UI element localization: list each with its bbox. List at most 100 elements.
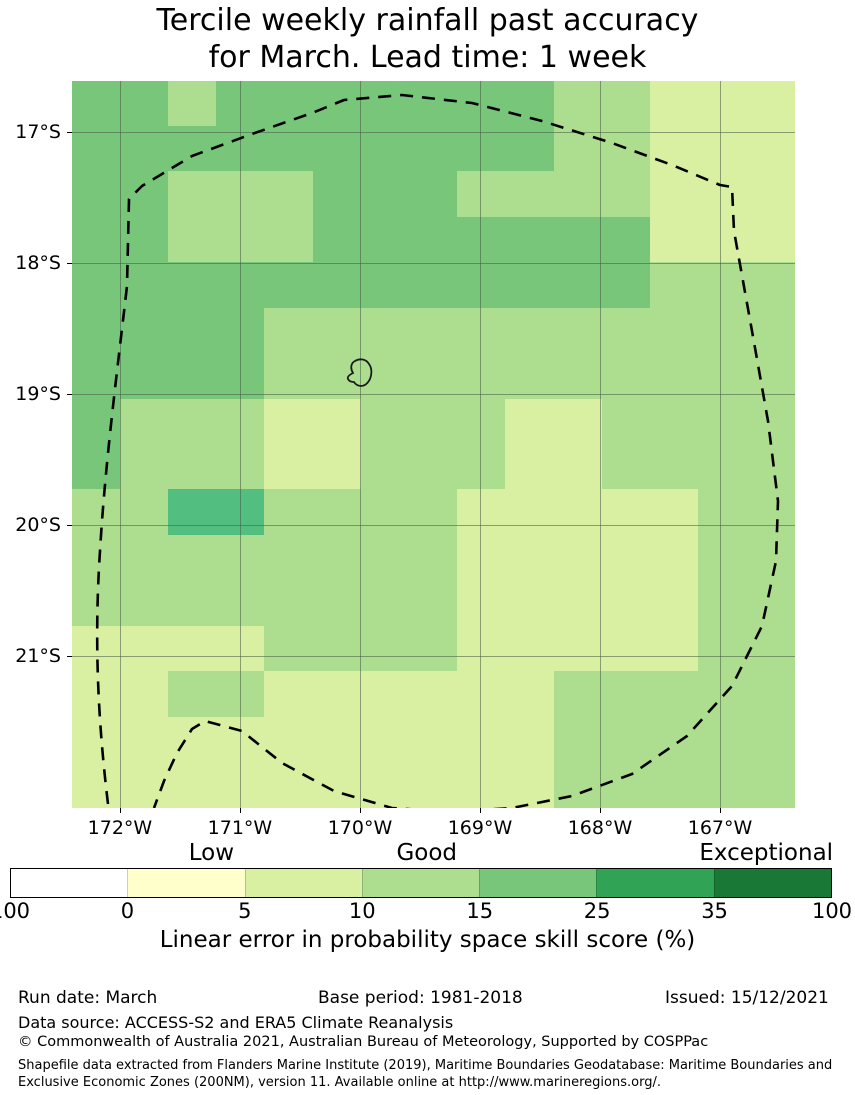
heatmap-cell — [264, 489, 314, 536]
heatmap-cell — [216, 534, 266, 582]
heatmap-cell — [216, 716, 266, 764]
heatmap-cell — [553, 307, 603, 355]
heatmap-cell — [601, 171, 651, 218]
heatmap-cell — [601, 81, 651, 127]
heatmap-cell — [553, 489, 603, 536]
heatmap-cell — [360, 216, 410, 264]
heatmap-cell — [216, 444, 266, 491]
heatmap-cell — [553, 534, 603, 582]
footer-run-date: Run date: March — [18, 988, 158, 1008]
heatmap-cell — [457, 671, 507, 718]
heatmap-cell — [408, 81, 459, 127]
heatmap-cell — [360, 762, 410, 808]
heatmap-cell — [698, 716, 748, 764]
heatmap-cell — [408, 671, 459, 718]
heatmap-cell — [601, 489, 651, 536]
heatmap-cell — [312, 125, 362, 173]
heatmap-cell — [649, 489, 700, 536]
colorbar-segment[interactable] — [479, 869, 597, 897]
colorbar-segment[interactable] — [713, 869, 831, 897]
heatmap-cell — [553, 625, 603, 673]
heatmap-cell — [312, 262, 362, 309]
heatmap-cell — [119, 444, 169, 491]
heatmap-cell — [601, 716, 651, 764]
heatmap-cell — [746, 580, 795, 627]
heatmap-cell — [72, 762, 121, 808]
heatmap-cell — [167, 307, 218, 355]
heatmap-cell — [457, 81, 507, 127]
heatmap-cell — [601, 444, 651, 491]
heatmap-cell — [119, 171, 169, 218]
colorbar-category-label: Exceptional — [699, 840, 834, 866]
heatmap-cell — [408, 489, 459, 536]
heatmap-cell — [408, 353, 459, 400]
heatmap-cell — [698, 762, 748, 808]
heatmap-cell — [649, 671, 700, 718]
x-tickmark — [359, 808, 361, 813]
heatmap-cell — [360, 171, 410, 218]
colorbar-tick-label: 35 — [701, 899, 728, 923]
y-axis-tick-label: 18°S — [15, 251, 61, 274]
x-tickmark — [720, 808, 722, 813]
heatmap-cell — [649, 262, 700, 309]
heatmap-cell — [312, 171, 362, 218]
colorbar-segment[interactable] — [244, 869, 362, 897]
x-tickmark — [600, 808, 601, 813]
colorbar-segment[interactable] — [596, 869, 714, 897]
heatmap-cell — [167, 489, 218, 536]
heatmap-cell — [698, 398, 748, 445]
heatmap-cell — [408, 444, 459, 491]
heatmap-cell — [746, 398, 795, 445]
heatmap-cell — [264, 398, 314, 445]
heatmap-cell — [264, 716, 314, 764]
heatmap-cell — [601, 762, 651, 808]
heatmap-cell — [746, 671, 795, 718]
heatmap-cell — [505, 534, 555, 582]
heatmap-cell — [119, 716, 169, 764]
heatmap-cell — [167, 580, 218, 627]
x-tickmark — [119, 808, 121, 813]
heatmap-cell — [457, 762, 507, 808]
heatmap-cell — [698, 307, 748, 355]
heatmap-cell — [553, 81, 603, 127]
heatmap-cell — [601, 580, 651, 627]
colorbar-segment[interactable] — [361, 869, 480, 897]
colorbar-category-label: Good — [396, 840, 458, 866]
heatmap-cell — [746, 762, 795, 808]
colorbar-segment[interactable] — [11, 869, 128, 897]
heatmap-cell — [119, 307, 169, 355]
heatmap-cell — [72, 489, 121, 536]
heatmap-cell — [408, 762, 459, 808]
heatmap-cell — [360, 625, 410, 673]
colorbar-segment[interactable] — [127, 869, 245, 897]
map-plot-area[interactable] — [72, 81, 795, 808]
heatmap-cell — [553, 262, 603, 309]
heatmap-cell — [649, 353, 700, 400]
heatmap-cell — [167, 216, 218, 264]
heatmap-cell — [408, 171, 459, 218]
heatmap-cell — [649, 307, 700, 355]
heatmap-cell — [264, 125, 314, 173]
heatmap-cell — [746, 716, 795, 764]
x-tickmark — [239, 808, 241, 813]
x-axis-tick-label: 171°W — [207, 817, 273, 839]
heatmap-cell — [167, 125, 218, 173]
heatmap-cell — [649, 716, 700, 764]
heatmap-cell — [408, 307, 459, 355]
heatmap-cell — [72, 398, 121, 445]
heatmap-cell — [72, 125, 121, 173]
heatmap-cell — [649, 171, 700, 218]
heatmap-cell — [72, 444, 121, 491]
x-tickmark — [479, 808, 481, 813]
heatmap-cell — [601, 625, 651, 673]
colorbar-tick-label: 25 — [583, 899, 611, 923]
heatmap-cell — [505, 580, 555, 627]
heatmap-cell — [216, 307, 266, 355]
heatmap-cell — [746, 625, 795, 673]
heatmap-cell — [649, 444, 700, 491]
x-axis-tick-label: 172°W — [87, 817, 153, 839]
heatmap-cell — [312, 353, 362, 400]
heatmap-cell-layer — [72, 81, 795, 808]
heatmap-cell — [167, 262, 218, 309]
colorbar[interactable] — [10, 868, 832, 898]
